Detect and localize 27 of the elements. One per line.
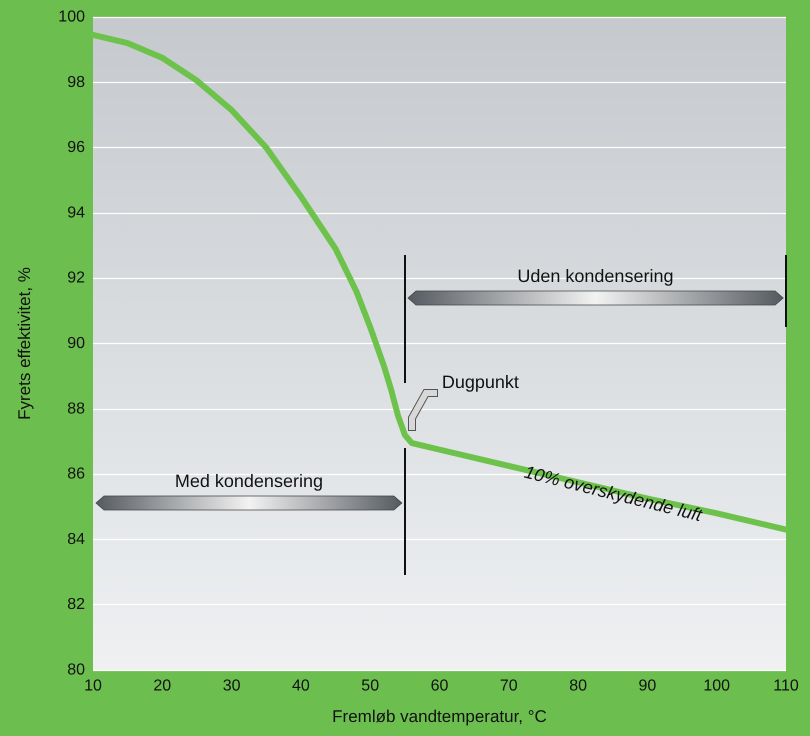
y-tick-label: 100 bbox=[58, 8, 86, 26]
y-tick-label: 82 bbox=[67, 596, 86, 614]
y-tick-label: 86 bbox=[67, 466, 86, 483]
x-tick-label: 10 bbox=[84, 678, 102, 694]
annotation: Med kondensering bbox=[174, 471, 323, 492]
x-tick-label: 110 bbox=[773, 678, 799, 694]
x-axis-title: Fremløb vandtemperatur, °C bbox=[332, 707, 547, 726]
annotation: Uden kondensering bbox=[517, 266, 674, 287]
x-tick-label: 90 bbox=[638, 678, 656, 694]
x-tick-label: 80 bbox=[569, 678, 588, 694]
x-tick-label: 60 bbox=[430, 678, 448, 694]
annotation: Dugpunkt bbox=[442, 372, 519, 393]
x-tick-label: 20 bbox=[153, 678, 172, 694]
x-tick-label: 100 bbox=[703, 678, 730, 694]
y-tick-label: 84 bbox=[67, 530, 86, 548]
x-tick-label: 50 bbox=[361, 678, 380, 694]
y-tick-label: 96 bbox=[67, 139, 86, 156]
x-tick-label: 30 bbox=[222, 678, 241, 694]
y-tick-label: 90 bbox=[67, 335, 86, 352]
y-tick-label: 98 bbox=[67, 74, 86, 91]
y-tick-label: 88 bbox=[67, 400, 86, 418]
y-tick-label: 92 bbox=[67, 270, 86, 287]
y-tick-label: 80 bbox=[67, 662, 86, 678]
x-tick-label: 70 bbox=[500, 678, 518, 694]
x-tick-label: 40 bbox=[292, 678, 310, 694]
y-axis-title: Fyrets effektivitet, % bbox=[15, 267, 34, 420]
y-tick-label: 94 bbox=[67, 204, 86, 222]
